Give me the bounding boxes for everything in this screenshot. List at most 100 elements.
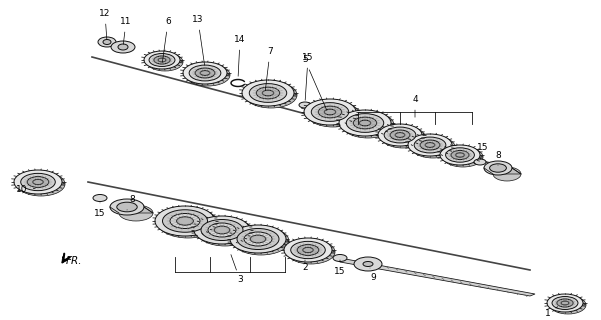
Ellipse shape — [244, 232, 272, 246]
Ellipse shape — [456, 153, 465, 157]
Ellipse shape — [111, 41, 135, 53]
Polygon shape — [440, 155, 483, 157]
Polygon shape — [408, 145, 455, 147]
Ellipse shape — [325, 109, 336, 115]
Text: 13: 13 — [192, 15, 204, 65]
Text: 8: 8 — [127, 196, 135, 210]
Ellipse shape — [425, 143, 435, 148]
Ellipse shape — [550, 296, 586, 314]
Polygon shape — [183, 73, 230, 75]
Ellipse shape — [233, 227, 289, 255]
Text: 1: 1 — [545, 307, 558, 318]
Ellipse shape — [27, 177, 49, 188]
Text: 15: 15 — [302, 53, 314, 100]
Ellipse shape — [93, 195, 107, 202]
Ellipse shape — [451, 150, 469, 159]
Ellipse shape — [474, 159, 486, 165]
Polygon shape — [547, 303, 586, 305]
Text: 15: 15 — [94, 203, 106, 218]
Text: FR.: FR. — [66, 256, 82, 266]
Ellipse shape — [303, 247, 313, 253]
Ellipse shape — [353, 117, 377, 129]
Text: 6: 6 — [162, 18, 171, 62]
Ellipse shape — [408, 134, 452, 156]
Polygon shape — [340, 258, 535, 296]
Ellipse shape — [342, 112, 394, 138]
Ellipse shape — [98, 37, 116, 47]
Ellipse shape — [378, 124, 422, 146]
Ellipse shape — [14, 170, 62, 194]
Ellipse shape — [245, 82, 297, 108]
Ellipse shape — [395, 132, 405, 137]
Ellipse shape — [195, 68, 215, 78]
Ellipse shape — [493, 167, 521, 181]
Polygon shape — [339, 123, 394, 125]
Ellipse shape — [299, 102, 311, 108]
Ellipse shape — [158, 208, 218, 238]
Ellipse shape — [339, 110, 391, 136]
Ellipse shape — [242, 80, 294, 106]
Ellipse shape — [103, 39, 111, 44]
Ellipse shape — [149, 53, 175, 67]
Polygon shape — [14, 182, 65, 184]
Ellipse shape — [208, 223, 236, 237]
Ellipse shape — [20, 173, 55, 191]
Ellipse shape — [201, 220, 243, 241]
Text: 11: 11 — [120, 18, 132, 44]
Ellipse shape — [390, 130, 410, 140]
Text: 14: 14 — [234, 36, 246, 76]
Text: 8: 8 — [495, 150, 501, 165]
Ellipse shape — [557, 299, 573, 307]
Polygon shape — [144, 60, 183, 62]
Ellipse shape — [119, 205, 153, 221]
Ellipse shape — [197, 218, 253, 246]
Ellipse shape — [440, 145, 480, 165]
Ellipse shape — [319, 106, 342, 118]
Ellipse shape — [256, 87, 279, 99]
Ellipse shape — [381, 126, 425, 148]
Polygon shape — [304, 112, 359, 114]
Ellipse shape — [552, 297, 578, 309]
Ellipse shape — [186, 64, 230, 86]
Text: 12: 12 — [99, 10, 111, 39]
Ellipse shape — [154, 56, 170, 64]
Ellipse shape — [117, 202, 137, 212]
Text: 2: 2 — [302, 260, 308, 273]
Text: 4: 4 — [412, 95, 418, 117]
Ellipse shape — [110, 199, 144, 215]
Polygon shape — [155, 221, 218, 223]
Ellipse shape — [411, 136, 455, 158]
Ellipse shape — [189, 65, 221, 81]
Polygon shape — [484, 168, 521, 174]
Ellipse shape — [118, 44, 128, 50]
Ellipse shape — [307, 101, 359, 127]
Ellipse shape — [304, 99, 356, 125]
Text: 10: 10 — [16, 186, 35, 195]
Text: 15: 15 — [334, 260, 346, 276]
Ellipse shape — [484, 161, 512, 175]
Ellipse shape — [155, 206, 215, 236]
Ellipse shape — [230, 225, 286, 253]
Ellipse shape — [262, 90, 273, 96]
Ellipse shape — [311, 103, 349, 121]
Ellipse shape — [237, 228, 279, 250]
Ellipse shape — [170, 213, 200, 228]
Ellipse shape — [443, 147, 483, 167]
Ellipse shape — [414, 137, 446, 153]
Ellipse shape — [177, 217, 194, 225]
Ellipse shape — [147, 53, 183, 71]
Text: 5: 5 — [302, 55, 327, 110]
Ellipse shape — [144, 51, 180, 69]
Ellipse shape — [17, 172, 65, 196]
Ellipse shape — [291, 241, 325, 259]
Text: 3: 3 — [231, 255, 243, 284]
Ellipse shape — [287, 240, 335, 264]
Ellipse shape — [359, 120, 371, 126]
Ellipse shape — [346, 114, 383, 132]
Ellipse shape — [214, 226, 230, 234]
Ellipse shape — [420, 140, 440, 150]
Ellipse shape — [200, 71, 210, 76]
Text: 7: 7 — [265, 47, 273, 90]
Ellipse shape — [162, 210, 207, 232]
Polygon shape — [284, 250, 335, 252]
